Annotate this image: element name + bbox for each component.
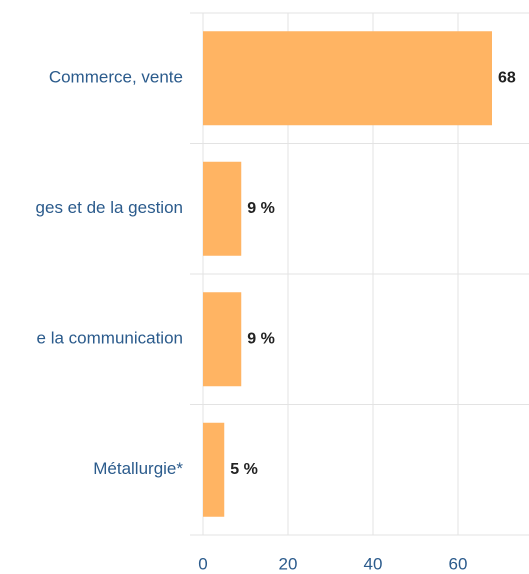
y-tick-label: e la communication <box>37 329 183 348</box>
x-tick-label: 60 <box>449 554 468 573</box>
bar <box>203 31 492 126</box>
bar <box>203 422 225 517</box>
y-tick-label: Commerce, vente <box>49 68 183 87</box>
data-label: 9 % <box>247 200 275 217</box>
data-label: 9 % <box>247 330 275 347</box>
data-label: 5 % <box>230 461 258 478</box>
y-tick-label: ges et de la gestion <box>36 198 183 217</box>
data-label: 68 <box>498 69 516 86</box>
bar <box>203 292 242 387</box>
y-tick-label: Métallurgie* <box>93 459 183 478</box>
x-tick-label: 0 <box>198 554 207 573</box>
bar <box>203 161 242 256</box>
x-tick-label: 40 <box>364 554 383 573</box>
x-tick-label: 20 <box>279 554 298 573</box>
